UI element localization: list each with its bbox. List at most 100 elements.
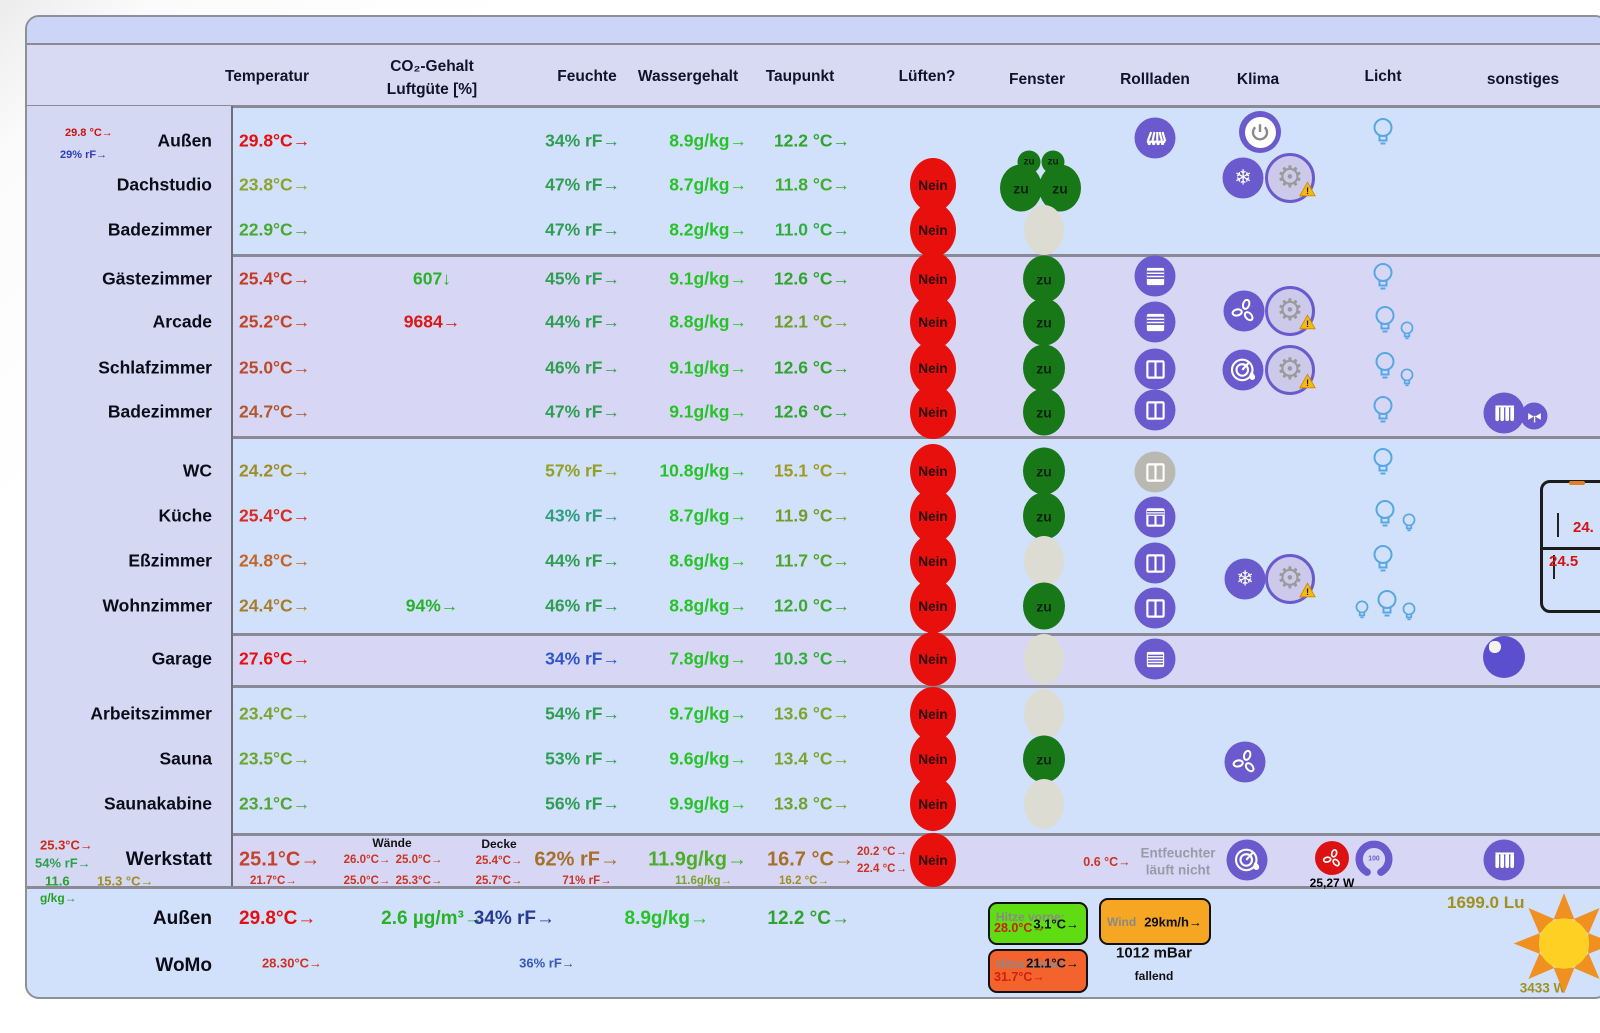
window-state-badge[interactable]	[1024, 536, 1064, 586]
bulb-small-icon[interactable]	[1354, 599, 1371, 625]
open-window-icon[interactable]	[1134, 587, 1176, 629]
window-closed-badge[interactable]: zu	[1023, 298, 1065, 346]
window-closed-badge[interactable]: zu	[1023, 735, 1065, 783]
heat-rear-label: Hitze hinten	[996, 957, 1064, 971]
room-label[interactable]: Dachstudio	[116, 174, 212, 195]
bulb-icon[interactable]	[1372, 350, 1398, 386]
gear-warning-icon[interactable]: ⚙!	[1265, 286, 1316, 336]
dehumidifier-status-line1: Entfeuchter	[1140, 845, 1216, 861]
gear-warning-icon[interactable]: ⚙!	[1265, 554, 1316, 604]
window-closed-badge[interactable]: zu	[1023, 388, 1065, 436]
radiator-icon[interactable]	[1483, 839, 1525, 881]
venetian-blind-icon[interactable]	[1134, 301, 1176, 343]
bulb-small-icon[interactable]	[1399, 320, 1416, 346]
vent-no-badge[interactable]: Nein	[910, 295, 956, 349]
werkstatt-ceiling-a: 25.4°C→	[475, 855, 523, 867]
open-window-icon[interactable]	[1134, 348, 1176, 390]
heating-valve-icon[interactable]	[1520, 402, 1548, 430]
garage-door-icon[interactable]	[1134, 638, 1176, 680]
dewpoint-reading: 12.0 °C→	[773, 595, 850, 616]
open-window-icon[interactable]	[1134, 542, 1176, 584]
bulb-icon[interactable]	[1372, 304, 1398, 340]
room-label[interactable]: Arcade	[152, 311, 212, 332]
bulb-icon[interactable]	[1370, 446, 1396, 482]
room-label[interactable]: Küche	[158, 505, 212, 526]
room-label-womo[interactable]: WoMo	[155, 955, 212, 976]
bulb-icon[interactable]	[1372, 498, 1398, 534]
wind-panel[interactable]: Wind 29km/h→	[1099, 898, 1211, 945]
window-closed-badge[interactable]: zu	[1039, 164, 1081, 212]
svg-text:!: !	[1306, 587, 1309, 597]
vent-no-badge[interactable]: Nein	[910, 632, 956, 686]
bulb-icon[interactable]	[1374, 588, 1400, 624]
power-icon[interactable]	[1239, 111, 1281, 153]
heat-front-panel[interactable]: Hitze vorne: 28.0°C→ 3.1°C→	[988, 902, 1088, 945]
shutter-window-icon[interactable]	[1134, 496, 1176, 538]
humidity-gauge-icon[interactable]	[1222, 349, 1264, 391]
window-closed-badge[interactable]: zu	[1023, 255, 1065, 303]
window-closed-badge[interactable]: zu	[1023, 344, 1065, 392]
bulb-small-icon[interactable]	[1399, 367, 1416, 393]
room-label[interactable]: Badezimmer	[107, 219, 212, 240]
temp-reading: 25.2°C→	[239, 311, 311, 332]
vent-no-badge[interactable]: Nein	[910, 687, 956, 741]
fridge-display[interactable]: 24. 24.5	[1540, 480, 1600, 613]
vent-no-badge[interactable]: Nein	[910, 489, 956, 543]
bulb-icon[interactable]	[1370, 394, 1396, 430]
room-label[interactable]: Badezimmer	[107, 401, 212, 422]
open-window-icon[interactable]	[1134, 389, 1176, 431]
vent-no-badge[interactable]: Nein	[910, 579, 956, 633]
bulb-icon[interactable]	[1370, 261, 1396, 297]
room-label[interactable]: Schlafzimmer	[98, 357, 212, 378]
divider	[27, 886, 1600, 889]
vent-no-badge[interactable]: Nein	[910, 833, 956, 887]
window-state-badge[interactable]	[1024, 205, 1064, 255]
window-closed-badge[interactable]: zu	[1023, 492, 1065, 540]
bulb-icon[interactable]	[1370, 543, 1396, 579]
snowflake-icon[interactable]: ❄	[1222, 157, 1264, 199]
svg-text:!: !	[1306, 378, 1309, 388]
gear-warning-icon[interactable]: ⚙!	[1265, 345, 1316, 395]
bulb-small-icon[interactable]	[1401, 601, 1418, 627]
room-label-aussen-bottom[interactable]: Außen	[152, 908, 212, 929]
room-label[interactable]: Saunakabine	[104, 793, 212, 814]
room-label[interactable]: Außen	[157, 130, 212, 151]
room-label[interactable]: WC	[182, 460, 212, 481]
bulb-small-icon[interactable]	[1401, 512, 1418, 538]
fan-icon[interactable]	[1224, 741, 1266, 783]
divider	[27, 685, 1600, 688]
bulb-icon[interactable]	[1370, 116, 1396, 152]
radiator-icon[interactable]	[1483, 392, 1525, 434]
window-closed-badge[interactable]: zu	[1023, 447, 1065, 495]
humidity-gauge-icon[interactable]	[1226, 839, 1268, 881]
moon-icon[interactable]	[1483, 636, 1525, 678]
vent-no-badge[interactable]: Nein	[910, 385, 956, 439]
heat-rear-panel[interactable]: Hitze hinten 31.7°C→ 21.1°C→	[988, 949, 1088, 993]
window-closed-badge[interactable]: zu	[1023, 582, 1065, 630]
snowflake-icon[interactable]: ❄	[1224, 558, 1266, 600]
room-label[interactable]: Garage	[151, 648, 212, 669]
venetian-blind-icon[interactable]	[1134, 255, 1176, 297]
room-label-werkstatt[interactable]: Werkstatt	[125, 849, 212, 870]
vent-no-badge[interactable]: Nein	[910, 203, 956, 257]
window-state-badge[interactable]	[1024, 779, 1064, 829]
room-label[interactable]: Eßzimmer	[128, 550, 212, 571]
vent-no-badge[interactable]: Nein	[910, 777, 956, 831]
temp-reading: 29.8°C→	[239, 130, 311, 151]
fan-icon[interactable]	[1223, 290, 1265, 332]
gauge-100-icon[interactable]: 100	[1355, 840, 1393, 884]
gear-warning-icon[interactable]: ⚙!	[1265, 153, 1316, 203]
room-label[interactable]: Arbeitszimmer	[90, 703, 212, 724]
room-label[interactable]: Sauna	[159, 748, 212, 769]
awning-icon[interactable]	[1134, 117, 1176, 159]
window-state-badge[interactable]	[1024, 634, 1064, 684]
room-label[interactable]: Wohnzimmer	[102, 595, 212, 616]
red-fan-icon[interactable]	[1315, 841, 1349, 875]
window-closed-badge[interactable]: zu	[1000, 164, 1042, 212]
room-label[interactable]: Gästezimmer	[102, 268, 212, 289]
window-state-badge[interactable]	[1024, 689, 1064, 739]
dewpoint-reading: 12.6 °C→	[773, 401, 850, 422]
open-window-gray-icon[interactable]	[1134, 451, 1176, 493]
header-band	[27, 45, 1600, 105]
dewpoint-reading: 12.6 °C→	[773, 268, 850, 289]
